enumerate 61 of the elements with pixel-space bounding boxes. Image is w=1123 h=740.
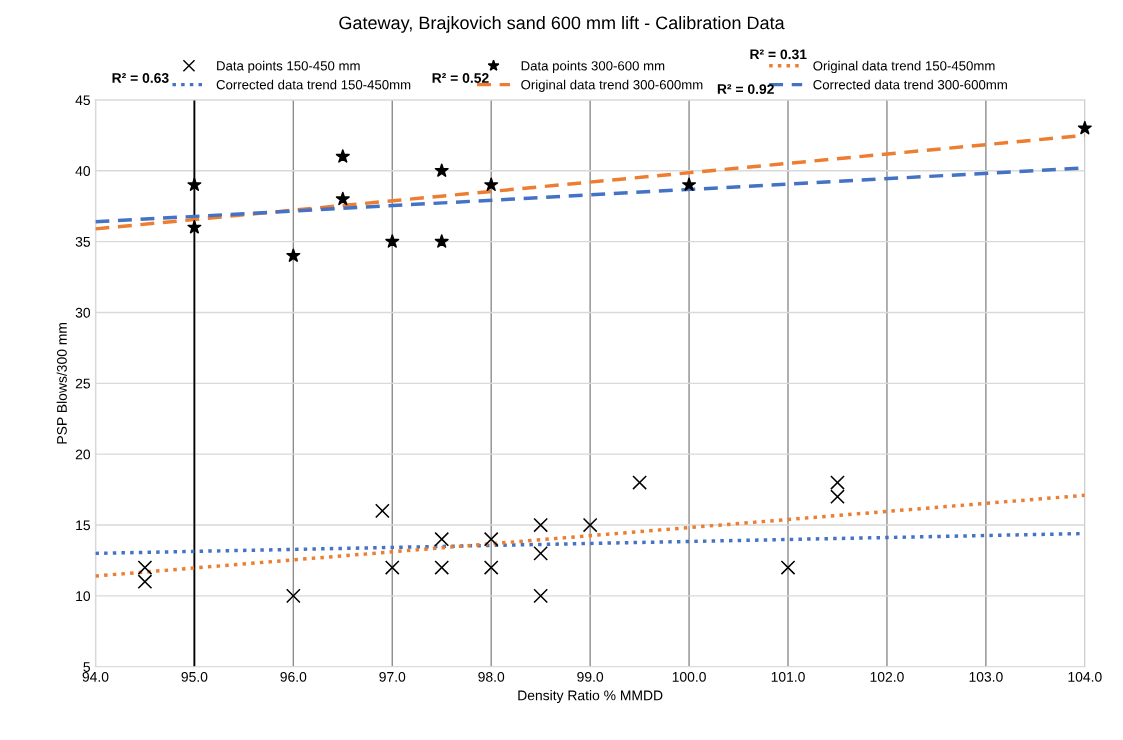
point: [434, 560, 450, 575]
y-tick-label: 15: [76, 520, 91, 531]
x-tick-label: 96.0: [280, 671, 307, 682]
point: [434, 531, 450, 547]
point: [483, 560, 499, 575]
point: [533, 546, 549, 561]
x-tick-label: 104.0: [1068, 671, 1102, 682]
point: [137, 574, 153, 590]
text: R² = 0.92: [717, 84, 774, 95]
text: R² = 0.52: [432, 73, 489, 83]
legend-label: Data points 150-450 mm: [217, 60, 360, 74]
point: [335, 191, 350, 206]
y-tick-label: 40: [75, 166, 91, 176]
point: [582, 517, 598, 533]
point: [780, 560, 796, 575]
point: [285, 588, 301, 604]
point: [335, 149, 350, 163]
x-tick-label: 95.0: [181, 671, 208, 682]
point: [682, 177, 697, 192]
legend-label: Original data trend 150-450mm: [813, 60, 995, 74]
chart-title: Gateway, Brajkovich sand 600 mm lift - Calibration Data: [339, 16, 785, 33]
point: [533, 517, 549, 533]
point: [434, 163, 449, 177]
x-tick-label: 101.0: [771, 671, 805, 682]
point: [137, 560, 153, 575]
point: [187, 220, 202, 234]
point: [434, 234, 449, 248]
point: [384, 560, 400, 575]
y-tick-label: 25: [75, 378, 91, 389]
point: [286, 248, 301, 262]
point: [1077, 120, 1092, 135]
legend-label: Corrected data trend 150-450mm: [216, 79, 411, 90]
x-tick-label: 97.0: [379, 671, 406, 682]
point: [830, 475, 845, 490]
legend-label: Corrected data trend 300-600mm: [813, 79, 1007, 90]
x-tick-label: 98.0: [478, 671, 505, 682]
text: R² = 0.31: [750, 49, 807, 60]
point: [483, 531, 499, 547]
y-tick-label: 10: [76, 591, 91, 602]
y-tick-label: 20: [75, 449, 91, 460]
x-tick-label: 100.0: [672, 671, 706, 682]
point: [632, 475, 647, 490]
y-tick-label: 30: [75, 307, 91, 318]
y-tick-label: 45: [75, 95, 91, 106]
y-tick-label: 5: [83, 662, 91, 672]
point: [187, 177, 202, 192]
x-tick-label: 94.0: [82, 671, 109, 682]
x-tick-label: 99.0: [577, 671, 604, 682]
point: [484, 177, 499, 192]
x-tick-label: 103.0: [969, 671, 1003, 682]
point: [830, 489, 845, 505]
text: R² = 0.63: [112, 73, 169, 83]
y-axis-title: PSP Blows/300 mm: [56, 322, 67, 444]
legend-label: Data points 300-600 mm: [521, 60, 665, 74]
point: [385, 234, 400, 248]
legend-label: Original data trend 300-600mm: [521, 79, 703, 92]
x-axis-title: Density Ratio % MMDD: [518, 690, 663, 704]
point: [533, 588, 549, 604]
y-tick-label: 35: [75, 236, 91, 247]
x-tick-label: 102.0: [870, 671, 904, 682]
point: [375, 503, 390, 519]
